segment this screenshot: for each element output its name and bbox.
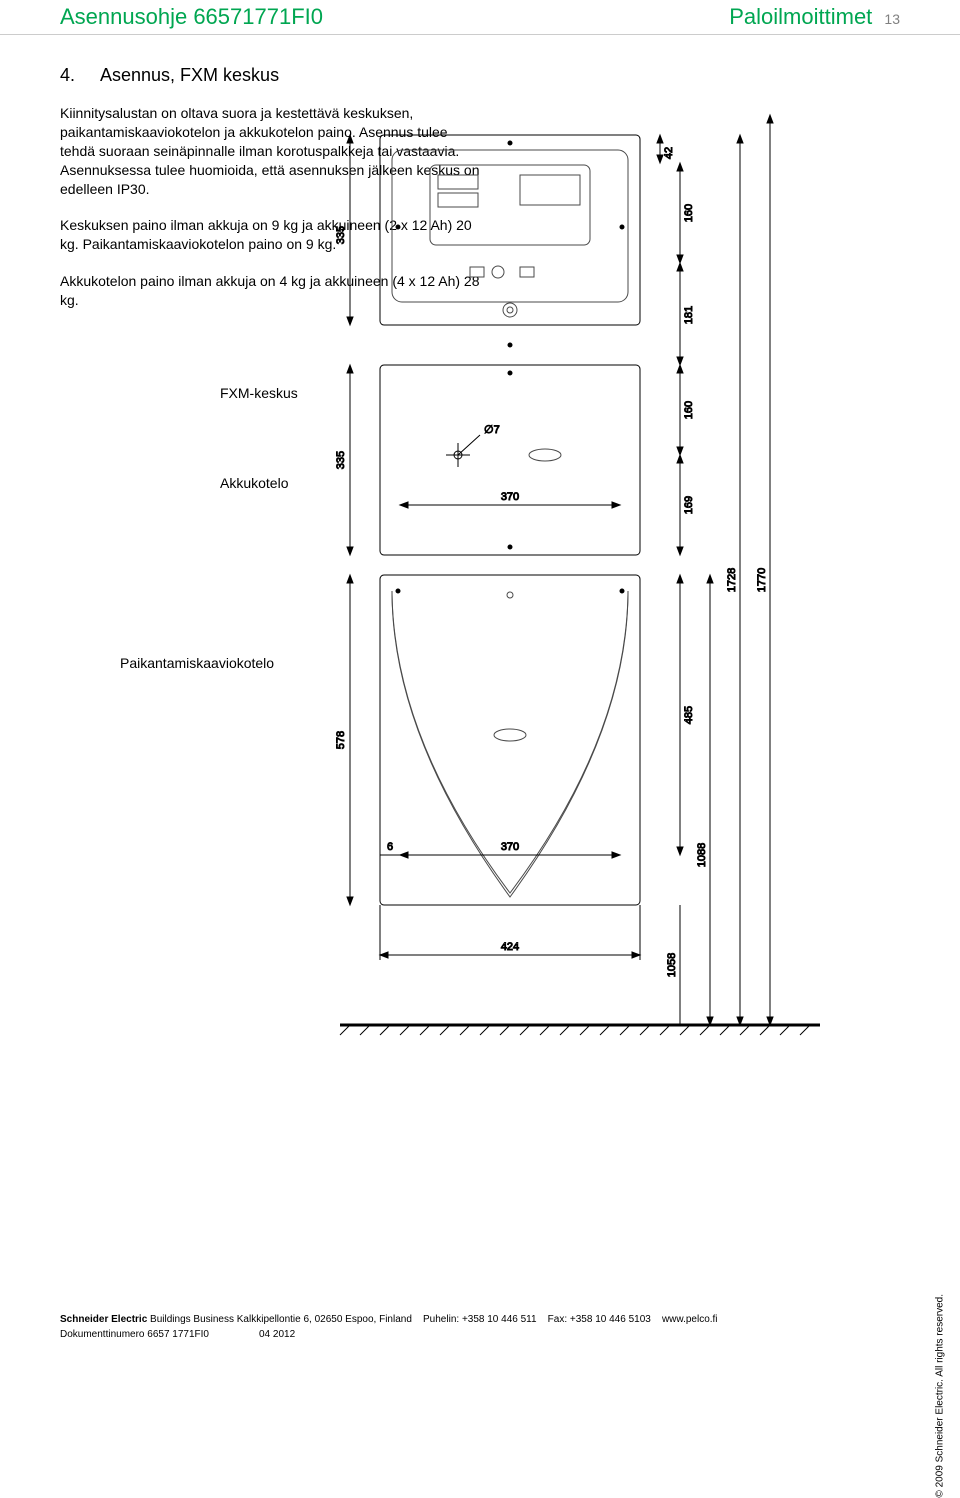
category-text: Paloilmoittimet [729,4,872,29]
footer-date: 04 2012 [259,1329,295,1340]
footer-phone-label: Puhelin: [423,1314,459,1325]
footer-docnum-label: Dokumenttinumero [60,1329,144,1340]
footer-phone: +358 10 446 511 [462,1314,537,1325]
dim-6: 6 [387,841,393,853]
footer-line-1: Schneider Electric Buildings Business Ka… [60,1314,900,1325]
dim-160b: 160 [683,401,695,419]
dim-42: 42 [663,147,675,159]
dim-335b: 335 [335,451,347,469]
footer-company: Schneider Electric [60,1314,147,1325]
dim-169: 169 [683,496,695,514]
technical-diagram: 335 335 578 42 [0,35,840,1085]
dim-1058: 1058 [666,953,678,977]
doc-category: Paloilmoittimet 13 [729,4,900,30]
content-area: 4. Asennus, FXM keskus Kiinnitysalustan … [0,35,960,310]
dim-485: 485 [683,706,695,724]
dim-424: 424 [501,941,519,953]
dim-370b: 370 [501,841,519,853]
footer-fax-label: Fax: [548,1314,567,1325]
dim-diam7: ∅7 [484,424,500,436]
page-header: Asennusohje 66571771FI0 Paloilmoittimet … [0,0,960,35]
footer-line-2: Dokumenttinumero 6657 1771FI0 04 2012 [60,1329,900,1340]
dim-370a: 370 [501,491,519,503]
page-number: 13 [884,11,900,27]
dim-1088: 1088 [696,843,708,867]
footer-url: www.pelco.fi [662,1314,718,1325]
dim-578: 578 [335,731,347,749]
page-footer: Schneider Electric Buildings Business Ka… [60,1314,900,1344]
dim-1770: 1770 [756,568,768,592]
footer-address: Kalkkipellontie 6, 02650 Espoo, Finland [237,1314,412,1325]
dim-160a: 160 [683,204,695,222]
dim-335-top: 335 [335,226,347,244]
footer-docnum: 6657 1771FI0 [147,1329,209,1340]
dim-181: 181 [683,306,695,324]
footer-fax: +358 10 446 5103 [570,1314,651,1325]
doc-title: Asennusohje 66571771FI0 [60,4,323,30]
footer-division: Buildings Business [150,1314,234,1325]
dim-1728: 1728 [726,568,738,592]
copyright-text: © 2009 Schneider Electric. All rights re… [935,1294,946,1498]
